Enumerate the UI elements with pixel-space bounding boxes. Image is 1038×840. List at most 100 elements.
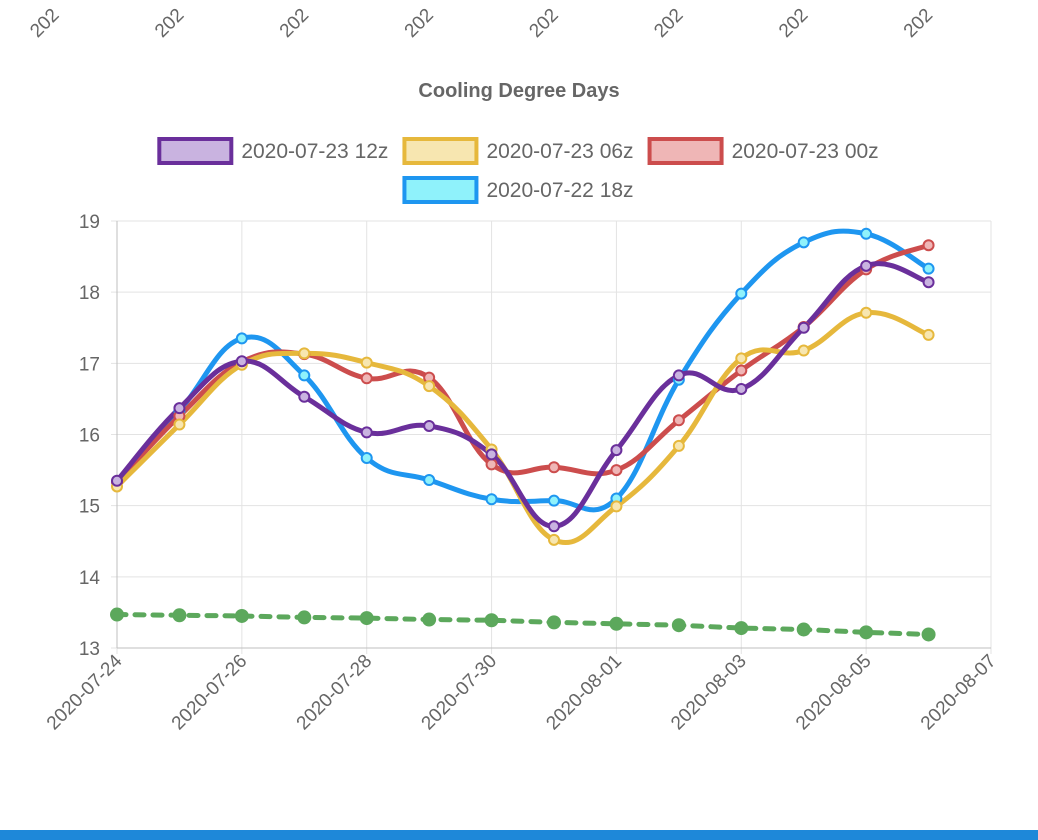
x-tick-label: 2020-07-28 [293, 651, 377, 735]
data-point[interactable] [797, 236, 810, 249]
data-point[interactable] [173, 402, 186, 415]
series-line [114, 261, 932, 529]
data-point[interactable] [610, 500, 623, 513]
chart-legend: 2020-07-23 12z 2020-07-23 06z 2020-07-23 0… [157, 137, 879, 204]
legend-label: 2020-07-22 18z [486, 179, 633, 202]
data-point[interactable] [860, 227, 873, 240]
data-point[interactable] [797, 344, 810, 357]
data-point[interactable] [297, 610, 312, 625]
series-points [110, 227, 936, 642]
x-tick-label: 2020-08-03 [667, 651, 751, 735]
cut-tick-label: 202 [650, 5, 687, 42]
data-point[interactable] [921, 627, 936, 642]
y-tick-label: 15 [79, 497, 100, 518]
x-tick-label: 2020-08-07 [917, 651, 1001, 735]
data-point[interactable] [484, 613, 499, 628]
data-point[interactable] [298, 369, 311, 382]
data-point[interactable] [860, 259, 873, 272]
y-axis: 13 14 15 16 17 18 19 [79, 212, 101, 660]
legend-swatch [402, 137, 479, 165]
chart-title: Cooling Degree Days [418, 80, 619, 102]
legend-label: 2020-07-23 12z [241, 140, 388, 163]
legend-swatch [402, 176, 479, 204]
x-axis: 2020-07-24 2020-07-26 2020-07-28 2020-07-30… [43, 650, 1001, 734]
data-point[interactable] [735, 382, 748, 395]
data-point[interactable] [423, 380, 436, 393]
cut-tick-label: 202 [775, 5, 812, 42]
data-point[interactable] [672, 369, 685, 382]
page-footer-bar [0, 830, 1038, 840]
legend-item[interactable]: 2020-07-23 00z [647, 137, 879, 165]
data-point[interactable] [548, 520, 560, 533]
legend-label: 2020-07-23 06z [486, 140, 633, 163]
data-point[interactable] [172, 608, 187, 623]
data-point[interactable] [235, 332, 248, 345]
data-point[interactable] [735, 287, 748, 300]
data-point[interactable] [922, 328, 935, 341]
y-tick-label: 13 [79, 639, 100, 660]
data-point[interactable] [360, 426, 373, 439]
data-point[interactable] [547, 615, 561, 630]
x-tick-label: 2020-08-05 [792, 651, 876, 735]
legend-item[interactable]: 2020-07-22 18z [402, 176, 634, 204]
y-tick-label: 16 [79, 426, 100, 447]
y-tick-label: 17 [79, 354, 100, 375]
data-point[interactable] [859, 625, 874, 640]
data-point[interactable] [548, 494, 560, 507]
data-point[interactable] [298, 390, 311, 403]
data-point[interactable] [298, 347, 311, 360]
data-point[interactable] [922, 276, 935, 289]
cut-tick-label: 202 [401, 5, 438, 42]
data-point[interactable] [735, 352, 748, 365]
cut-tick-label: 202 [276, 5, 313, 42]
y-tick-label: 18 [79, 283, 100, 304]
x-tick-label: 2020-08-01 [542, 651, 626, 735]
series-lines [114, 228, 932, 637]
x-tick-label: 2020-07-24 [43, 650, 127, 734]
data-point[interactable] [360, 451, 373, 464]
legend-swatch [157, 137, 234, 165]
data-point[interactable] [360, 356, 373, 369]
data-point[interactable] [922, 239, 935, 252]
data-point[interactable] [485, 448, 498, 461]
data-point[interactable] [110, 607, 124, 622]
series-line [114, 612, 932, 637]
legend-item[interactable]: 2020-07-23 12z [157, 137, 388, 165]
data-point[interactable] [735, 364, 748, 377]
data-point[interactable] [235, 355, 248, 368]
data-point[interactable] [548, 461, 560, 474]
data-point[interactable] [672, 439, 685, 452]
data-point[interactable] [485, 493, 498, 506]
data-point[interactable] [423, 419, 436, 432]
data-point[interactable] [485, 458, 498, 471]
data-point[interactable] [548, 533, 560, 546]
data-point[interactable] [734, 621, 749, 636]
data-point[interactable] [111, 474, 123, 487]
data-point[interactable] [796, 622, 811, 637]
legend-item[interactable]: 2020-07-23 06z [402, 137, 634, 165]
cut-tick-label: 202 [26, 5, 63, 42]
data-point[interactable] [360, 372, 373, 385]
data-point[interactable] [671, 618, 686, 633]
data-point[interactable] [173, 418, 186, 431]
x-tick-label: 2020-07-26 [168, 651, 252, 735]
data-point[interactable] [610, 444, 623, 457]
data-point[interactable] [359, 611, 374, 626]
data-point[interactable] [797, 321, 810, 334]
data-point[interactable] [422, 612, 437, 627]
y-tick-label: 19 [79, 212, 100, 233]
legend-label: 2020-07-23 00z [732, 140, 879, 163]
series-line [114, 228, 932, 513]
cut-off-previous-chart-tick-labels: 202 202 202 202 202 202 202 202 [26, 5, 937, 42]
x-tick-label: 2020-07-30 [418, 651, 502, 735]
data-point[interactable] [860, 306, 873, 319]
data-point[interactable] [672, 414, 685, 427]
legend-swatch [647, 137, 724, 165]
data-point[interactable] [609, 616, 624, 631]
data-point[interactable] [922, 262, 935, 275]
data-point[interactable] [234, 608, 249, 623]
data-point[interactable] [610, 464, 623, 477]
cut-tick-label: 202 [900, 5, 937, 42]
data-point[interactable] [423, 474, 436, 487]
